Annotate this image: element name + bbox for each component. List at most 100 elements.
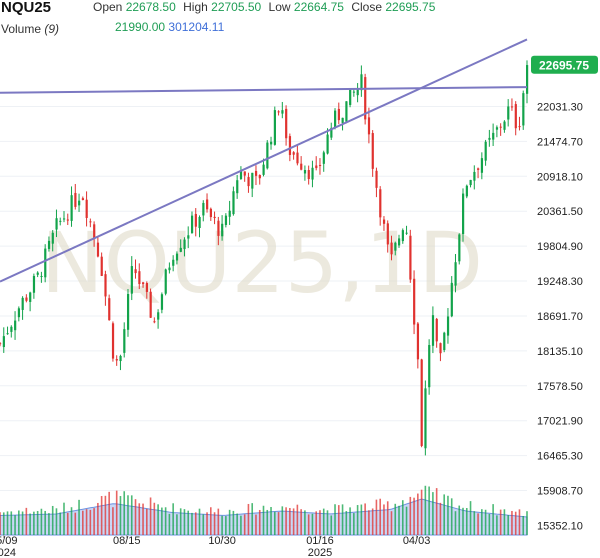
- volume-bar: [526, 511, 528, 535]
- candle-body: [405, 232, 408, 234]
- volume-bar: [322, 508, 325, 535]
- candle-body: [74, 192, 77, 207]
- volume-bar: [394, 503, 397, 535]
- candle-body: [296, 152, 299, 164]
- candle-body: [78, 200, 81, 206]
- volume-bar: [146, 508, 148, 535]
- trendlines[interactable]: [0, 38, 528, 283]
- candle-body: [303, 169, 307, 174]
- volume-bar: [522, 515, 525, 535]
- candle-body: [232, 191, 235, 215]
- volume-bar: [112, 507, 114, 535]
- candle-body: [439, 343, 442, 354]
- candle-body: [398, 238, 401, 246]
- volume-bar: [477, 513, 479, 535]
- volume-bar: [285, 507, 287, 535]
- low-label: Low: [268, 0, 291, 14]
- volume-bar: [507, 515, 509, 535]
- volume-bar: [292, 508, 295, 535]
- candle-body: [179, 247, 182, 252]
- volume-bar: [240, 515, 242, 535]
- symbol-title[interactable]: NQU25: [1, 0, 51, 16]
- x-tick-label: 08/15: [113, 535, 141, 547]
- volume-bar: [108, 491, 110, 535]
- candle-body: [130, 266, 133, 294]
- y-tick-label: 19804.90: [537, 241, 583, 253]
- candle-body: [93, 224, 96, 239]
- volume-bar: [514, 511, 517, 535]
- candle-body: [228, 210, 231, 217]
- volume-bar: [401, 500, 404, 535]
- volume-bar: [356, 505, 359, 535]
- volume-readout[interactable]: Volume (9): [1, 22, 59, 36]
- volume-bar: [390, 511, 393, 535]
- candle-body: [330, 127, 333, 138]
- volume-bar: [270, 507, 272, 535]
- volume-bar: [40, 508, 43, 535]
- candle-body: [518, 126, 521, 128]
- candle-body: [431, 315, 435, 346]
- candle-body: [337, 108, 340, 121]
- candle-body: [514, 104, 517, 129]
- volume-bar: [191, 512, 193, 535]
- volume-bar: [217, 508, 220, 535]
- candle-body: [292, 152, 295, 155]
- volume-bar: [172, 503, 174, 535]
- candle-body: [307, 170, 310, 180]
- candle-body: [277, 111, 280, 113]
- candle-body: [0, 343, 2, 345]
- volume-bar: [364, 503, 366, 535]
- symbol: NQU25: [1, 0, 52, 16]
- volume-bar: [251, 503, 254, 535]
- volume-bar: [93, 508, 95, 535]
- volume-bar: [59, 512, 62, 535]
- volume-bar: [202, 514, 205, 535]
- volume-bar: [484, 509, 487, 535]
- candle-body: [360, 74, 363, 91]
- volume-bar: [417, 493, 419, 535]
- candle-body: [428, 345, 431, 388]
- volume-bar: [488, 513, 491, 535]
- candle-body: [315, 165, 318, 169]
- candle-body: [262, 164, 265, 175]
- y-axis[interactable]: 22031.30 21474.70 20918.10 20361.50 19804.90…: [537, 101, 583, 532]
- y-tick-label: 20918.10: [537, 171, 583, 183]
- volume-bar: [18, 510, 20, 535]
- volume-bar: [496, 515, 498, 535]
- candle-body: [522, 93, 525, 126]
- candle-body: [160, 294, 164, 310]
- volume-bar: [420, 489, 423, 535]
- volume-bar: [221, 515, 223, 535]
- candle-body: [375, 170, 378, 188]
- candle-body: [300, 163, 303, 170]
- volume-bar: [164, 507, 167, 535]
- volume-bar: [138, 503, 141, 535]
- volume-bar: [405, 506, 408, 535]
- volume-bar: [304, 510, 306, 535]
- volume-bar: [311, 513, 314, 535]
- candle-body: [2, 336, 5, 348]
- candle-body: [172, 259, 175, 266]
- volume-bar: [127, 495, 129, 535]
- volume-bar: [443, 494, 445, 535]
- x-tick-label: 10/30: [208, 535, 236, 547]
- candle-body: [44, 248, 47, 278]
- candle-body: [394, 242, 397, 251]
- candle-body: [198, 217, 201, 229]
- candle-body: [17, 308, 21, 318]
- candle-body: [488, 137, 491, 140]
- candle-body: [390, 242, 393, 255]
- volume-ma-value: 21990.00: [115, 20, 166, 34]
- volume-bar: [458, 505, 461, 535]
- volume-bar: [123, 491, 126, 535]
- candle-body: [239, 171, 243, 180]
- candle-body: [465, 185, 468, 197]
- volume-bar: [289, 508, 291, 535]
- candle-body: [334, 110, 337, 127]
- volume-bar: [315, 511, 317, 535]
- volume-bar: [97, 502, 99, 535]
- candle-body: [416, 323, 420, 360]
- volume-bar: [281, 506, 284, 535]
